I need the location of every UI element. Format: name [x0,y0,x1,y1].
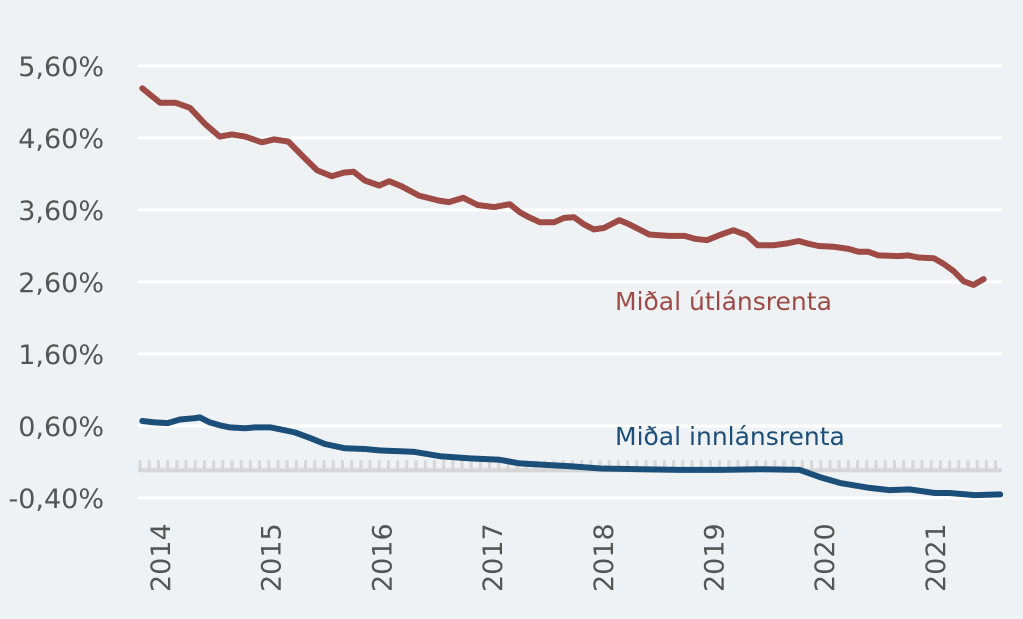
y-tick-label: 0,60% [18,412,104,443]
zero-axis-band [138,460,1002,473]
series-line-lending-rate [139,85,987,288]
y-tick-label: 3,60% [18,196,104,227]
label-deposit-rate: Miðal innlánsrenta [615,422,845,451]
y-tick-label: 1,60% [18,340,104,371]
label-lending-rate: Miðal útlánsrenta [615,287,832,316]
x-tick-label: 2017 [478,523,509,592]
x-tick-label: 2021 [921,523,952,592]
x-axis-ticks: 2014 2015 2016 2017 2018 2019 2020 2021 [146,523,952,592]
series-lines [139,85,1004,499]
x-tick-label: 2020 [810,523,841,592]
x-tick-label: 2015 [257,523,288,592]
x-tick-label: 2018 [589,523,620,592]
y-tick-label: 4,60% [18,124,104,155]
series-line-deposit-rate [139,414,1004,499]
y-tick-label: -0,40% [8,484,104,515]
y-tick-label: 5,60% [18,52,104,83]
x-tick-label: 2019 [700,523,731,592]
x-tick-label: 2016 [367,523,398,592]
x-tick-label: 2014 [146,523,177,592]
y-axis-ticks: 5,60% 4,60% 3,60% 2,60% 1,60% 0,60% -0,40% [8,52,104,515]
y-tick-label: 2,60% [18,268,104,299]
